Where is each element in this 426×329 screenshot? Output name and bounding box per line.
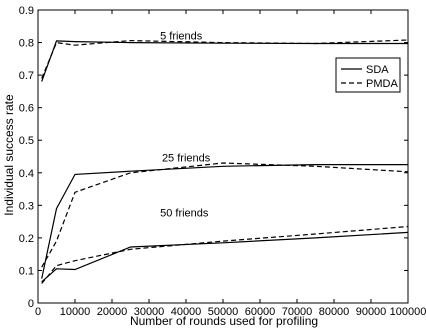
x-axis-label: Number of rounds used for profiling: [130, 314, 318, 328]
x-tick-label: 30000: [134, 306, 165, 318]
x-tick-label: 40000: [171, 306, 202, 318]
legend-label-pmda: PMDA: [366, 78, 398, 90]
y-tick-label: 0.9: [19, 5, 34, 17]
y-tick-label: 0.7: [19, 70, 34, 82]
x-tick-label: 100000: [390, 306, 426, 318]
axes: 0 10000 20000 30000 40000 50000 60000 70000 8000…: [19, 5, 426, 318]
annotation-50-friends: 50 friends: [160, 208, 209, 220]
x-tick-label: 50000: [208, 306, 239, 318]
y-tick-label: 0.6: [19, 103, 34, 115]
x-tick-label: 10000: [60, 306, 91, 318]
y-tick-label: 0: [28, 298, 34, 310]
x-tick-label: 60000: [245, 306, 276, 318]
series-group: [41, 39, 409, 284]
annotations: 5 friends 25 friends 50 friends: [160, 30, 211, 219]
series-line-50-friends-pmda: [41, 225, 409, 284]
y-tick-label: 0.5: [19, 135, 34, 147]
y-axis-label: Individual success rate: [2, 94, 16, 216]
annotation-5-friends: 5 friends: [160, 30, 203, 42]
series-line-50-friends-sda: [41, 231, 409, 283]
y-tick-label: 0.2: [19, 233, 34, 245]
x-tick-label: 0: [35, 306, 41, 318]
series-line-5-friends-pmda: [41, 39, 409, 79]
legend-box: [335, 57, 401, 93]
x-tick-label: 80000: [319, 306, 350, 318]
x-tick-label: 70000: [282, 306, 313, 318]
series-line-25-friends-sda: [41, 164, 408, 279]
y-tick-label: 0.8: [19, 38, 34, 50]
legend: SDA PMDA: [335, 57, 401, 93]
y-tick-label: 0.1: [19, 265, 34, 277]
x-tick-label: 20000: [97, 306, 128, 318]
y-tick-label: 0.3: [19, 200, 34, 212]
annotation-25-friends: 25 friends: [162, 152, 211, 164]
y-tick-label: 0.4: [19, 168, 34, 180]
legend-label-sda: SDA: [366, 64, 389, 76]
x-tick-label: 90000: [356, 306, 387, 318]
